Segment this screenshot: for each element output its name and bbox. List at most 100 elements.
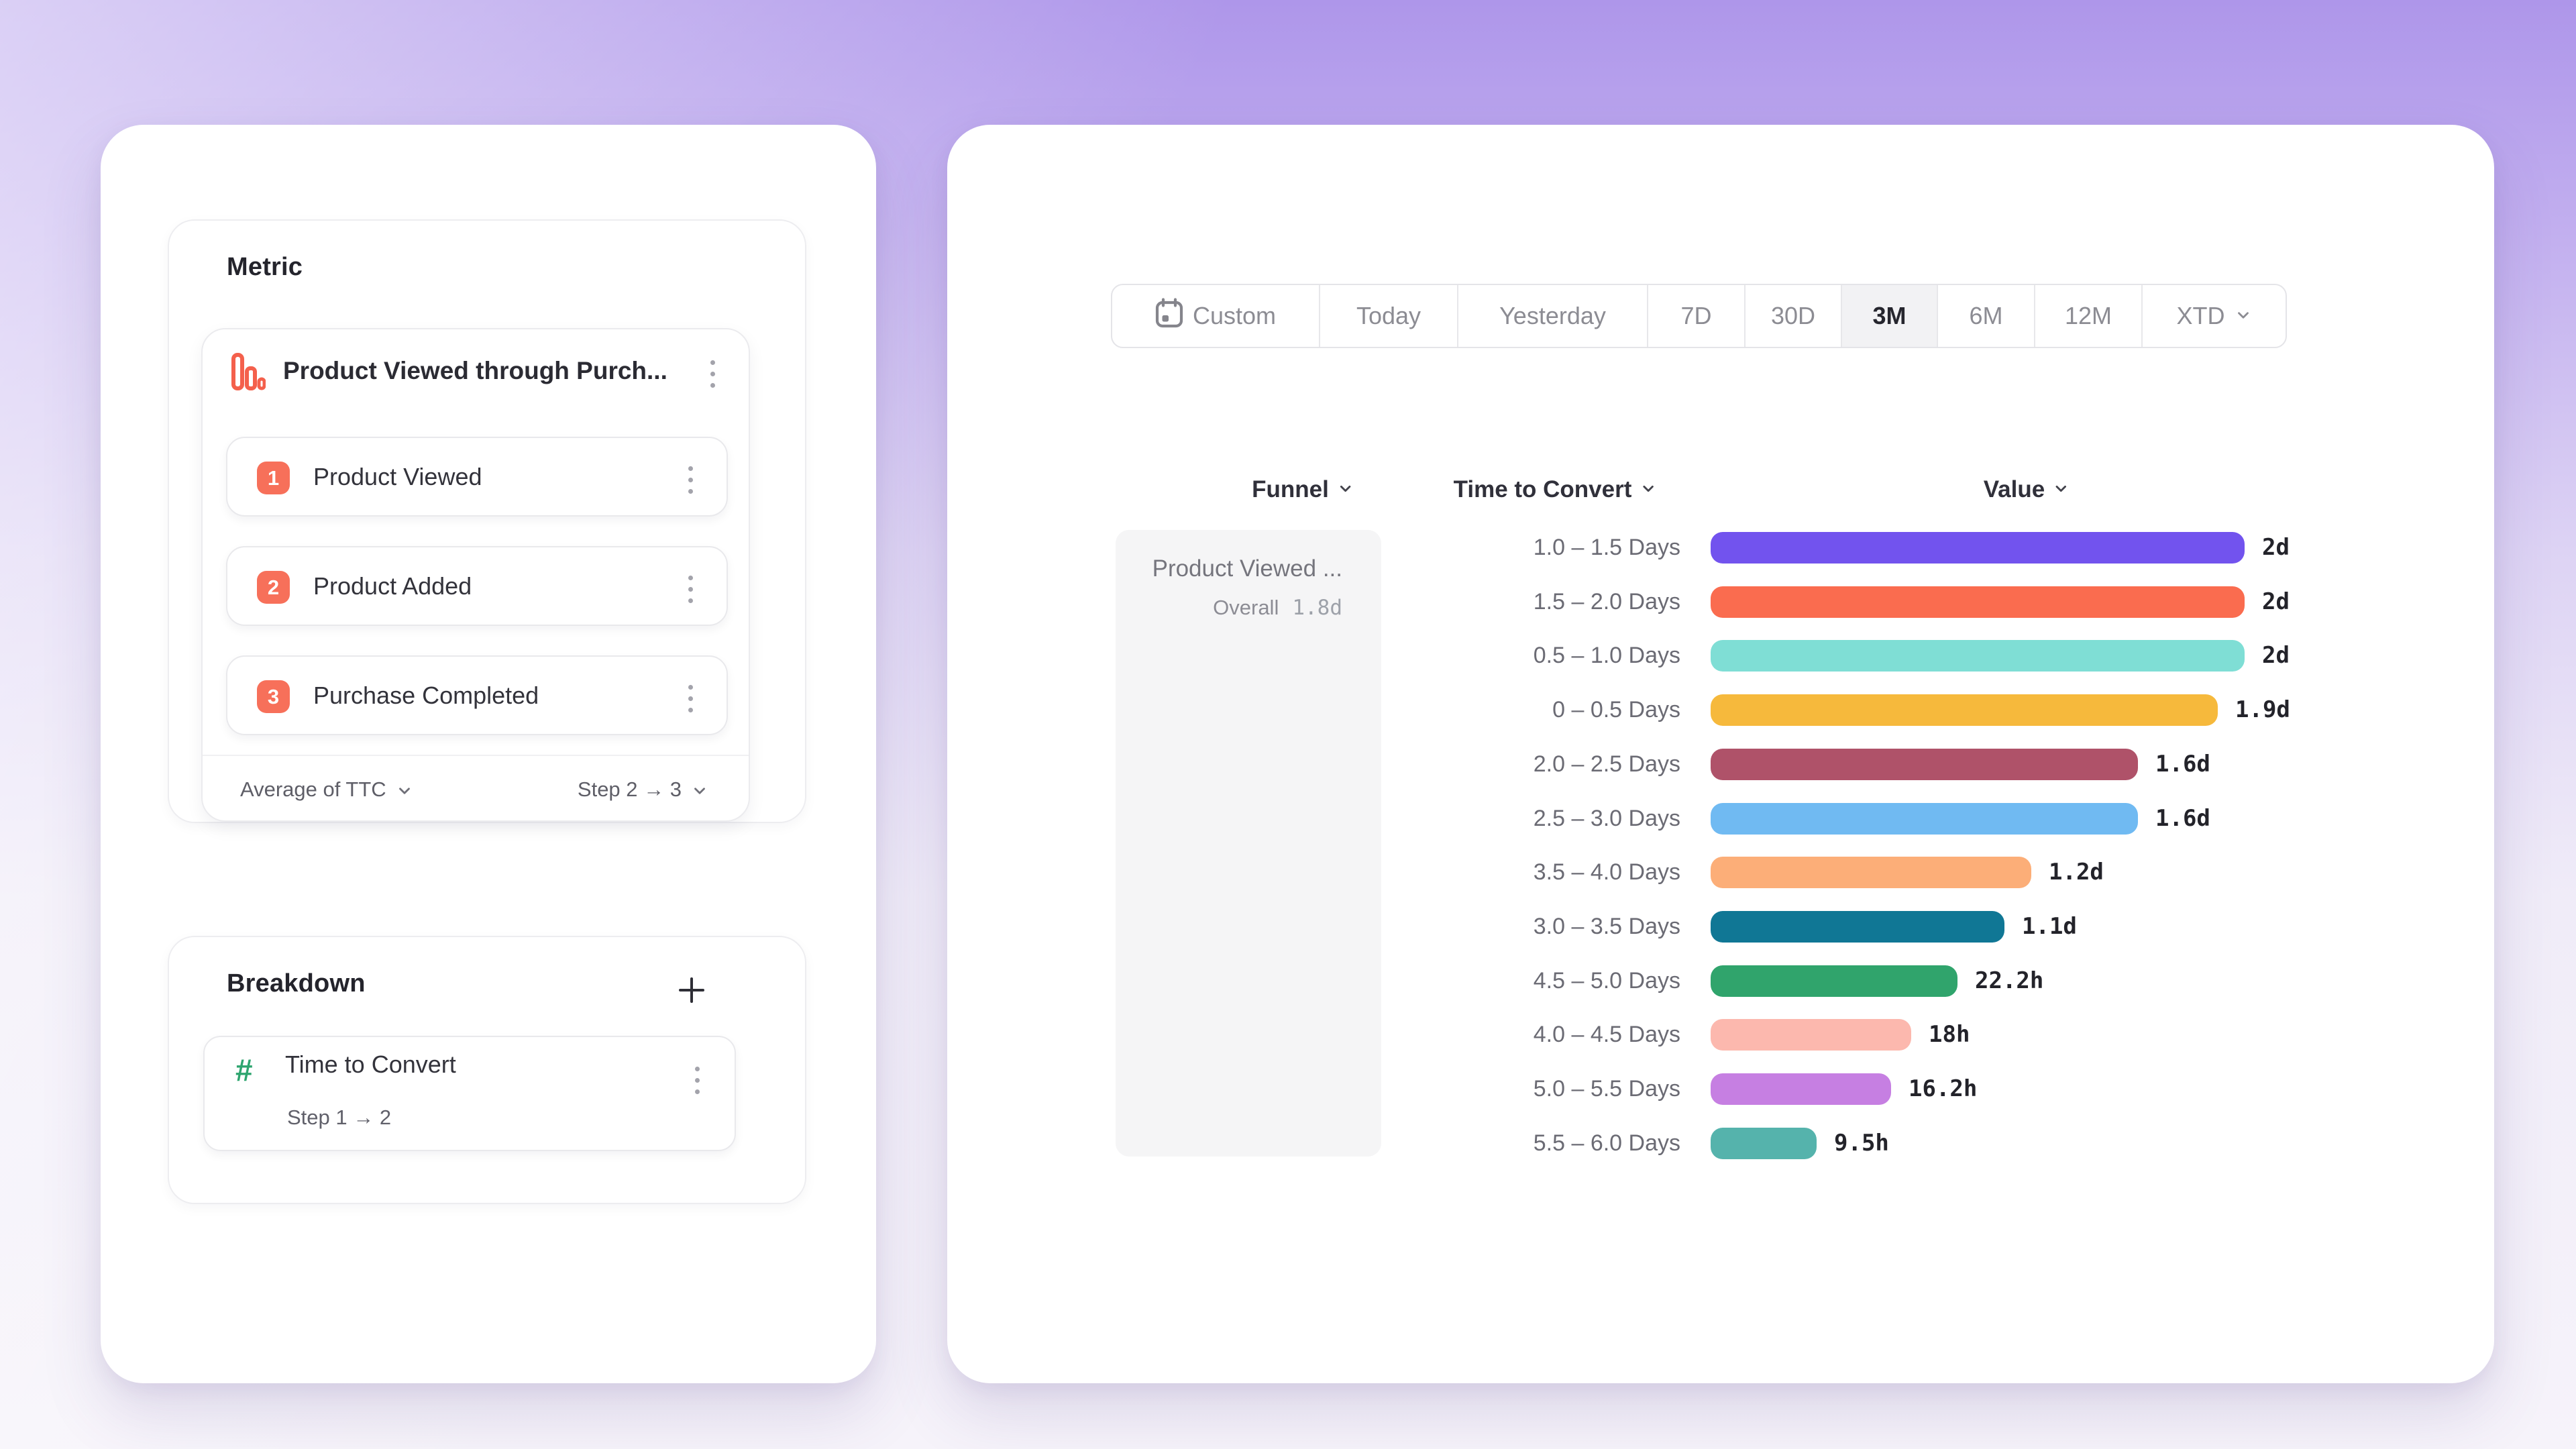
chart-row: 5.5 – 6.0 Days 9.5h <box>947 1116 2494 1171</box>
funnel-metric-card[interactable]: Product Viewed through Purch... 1 Product… <box>201 328 750 822</box>
value-bar[interactable] <box>1711 1073 1891 1105</box>
date-range-custom[interactable]: Custom <box>1112 285 1320 347</box>
value-bar[interactable] <box>1711 586 2245 618</box>
funnel-metric-name: Product Viewed through Purch... <box>283 357 667 384</box>
date-range-3m[interactable]: 3M <box>1842 285 1938 347</box>
value-bar[interactable] <box>1711 1127 1817 1159</box>
bucket-label: 2.5 – 3.0 Days <box>1533 805 1680 831</box>
kebab-menu-icon[interactable] <box>682 678 700 719</box>
chart-row: 3.0 – 3.5 Days 1.1d <box>947 900 2494 954</box>
date-range-label: XTD <box>2176 302 2225 329</box>
date-range-label: 7D <box>1680 302 1712 329</box>
value-bar[interactable] <box>1711 1019 1911 1051</box>
overall-value: 1.8d <box>1292 596 1342 620</box>
bucket-label: 1.0 – 1.5 Days <box>1533 535 1680 560</box>
date-range-label: 12M <box>2064 302 2112 329</box>
calendar-icon <box>1155 297 1183 335</box>
value-bar[interactable] <box>1711 694 2218 727</box>
step-label: Product Viewed <box>313 463 482 490</box>
chart-row: 5.0 – 5.5 Days 16.2h <box>947 1062 2494 1116</box>
value-bar[interactable] <box>1711 857 2031 889</box>
chart-row: 1.0 – 1.5 Days 2d <box>947 521 2494 575</box>
date-range-today[interactable]: Today <box>1320 285 1458 347</box>
date-range-yesterday[interactable]: Yesterday <box>1458 285 1648 347</box>
breakdown-item-steps: Step 1 → 2 <box>287 1106 392 1129</box>
value-label: 2d <box>2262 642 2290 669</box>
metric-section: Metric Product Viewed through Purch... 1… <box>168 219 806 823</box>
step-label: Purchase Completed <box>313 682 539 709</box>
bucket-label: 0.5 – 1.0 Days <box>1533 643 1680 669</box>
measure-dropdown[interactable]: Average of TTC <box>240 756 413 820</box>
breakdown-item[interactable]: # Time to Convert Step 1 → 2 <box>203 1036 736 1151</box>
value-label: 2d <box>2262 534 2290 561</box>
kebab-menu-icon[interactable] <box>682 569 700 610</box>
value-label: 1.2d <box>2049 859 2104 886</box>
chevron-down-icon <box>1640 476 1656 503</box>
step-label: Product Added <box>313 572 472 600</box>
value-bar[interactable] <box>1711 965 1957 997</box>
value-label: 18h <box>1929 1021 1970 1049</box>
date-range-12m[interactable]: 12M <box>2035 285 2143 347</box>
date-range-picker: Custom Today Yesterday 7D 30D 3M 6M 12M XTD <box>1111 284 2287 348</box>
kebab-menu-icon[interactable] <box>704 354 722 394</box>
funnel-step[interactable]: 3 Purchase Completed <box>226 655 728 735</box>
measure-dropdown-label: Average of TTC <box>240 777 386 801</box>
chart-row: 3.5 – 4.0 Days 1.2d <box>947 845 2494 900</box>
breakdown-section-title: Breakdown <box>227 969 366 998</box>
funnel-group-cell[interactable]: Product Viewed ... Overall 1.8d <box>1116 530 1381 1157</box>
chart-row: 0 – 0.5 Days 1.9d <box>947 683 2494 737</box>
date-range-7d[interactable]: 7D <box>1648 285 1746 347</box>
value-label: 1.1d <box>2022 912 2077 940</box>
date-range-label: Yesterday <box>1499 302 1606 329</box>
chart-row: 1.5 – 2.0 Days 2d <box>947 575 2494 629</box>
value-label: 1.9d <box>2235 696 2290 724</box>
bucket-label: 4.5 – 5.0 Days <box>1533 967 1680 994</box>
bucket-label: 5.0 – 5.5 Days <box>1533 1076 1680 1102</box>
funnel-metric-footer: Average of TTC Step 2 → 3 <box>203 755 749 820</box>
metric-section-title: Metric <box>227 253 303 281</box>
column-header-label: Value <box>1983 476 2045 502</box>
bucket-label: 1.5 – 2.0 Days <box>1533 588 1680 614</box>
value-bar[interactable] <box>1711 532 2245 564</box>
date-range-label: 30D <box>1770 302 1816 329</box>
query-builder-panel: Metric Product Viewed through Purch... 1… <box>101 125 876 1383</box>
chevron-down-icon <box>2235 302 2252 330</box>
value-label: 9.5h <box>1834 1129 1889 1157</box>
value-label: 22.2h <box>1975 967 2044 994</box>
column-header-time-to-convert[interactable]: Time to Convert <box>1454 468 1657 511</box>
breakdown-item-label: Time to Convert <box>285 1051 456 1078</box>
date-range-label: 6M <box>1969 302 2003 329</box>
chevron-down-icon <box>2053 476 2070 503</box>
bucket-label: 4.0 – 4.5 Days <box>1533 1022 1680 1048</box>
report-panel: Custom Today Yesterday 7D 30D 3M 6M 12M XTD Funn… <box>947 125 2494 1383</box>
add-breakdown-button[interactable] <box>676 975 707 1006</box>
value-bar[interactable] <box>1711 910 2004 943</box>
step-number-badge: 3 <box>257 680 290 713</box>
hash-icon: # <box>235 1053 253 1087</box>
column-header-label: Funnel <box>1252 476 1329 502</box>
funnel-group-name: Product Viewed ... <box>1152 555 1342 582</box>
date-range-label: 3M <box>1872 302 1907 329</box>
value-bar[interactable] <box>1711 748 2138 780</box>
value-label: 1.6d <box>2155 750 2210 777</box>
chart-row: 2.5 – 3.0 Days 1.6d <box>947 792 2494 846</box>
value-bar[interactable] <box>1711 802 2138 835</box>
value-bar[interactable] <box>1711 640 2245 672</box>
bucket-label: 2.0 – 2.5 Days <box>1533 751 1680 777</box>
funnel-metric-header: Product Viewed through Purch... <box>203 329 749 417</box>
funnel-step[interactable]: 1 Product Viewed <box>226 437 728 517</box>
kebab-menu-icon[interactable] <box>682 460 700 500</box>
date-range-xtd[interactable]: XTD <box>2143 285 2286 347</box>
column-header-value[interactable]: Value <box>1984 468 2070 511</box>
step-number-badge: 2 <box>257 571 290 604</box>
step-range-dropdown[interactable]: Step 2 → 3 <box>578 756 708 820</box>
column-header-funnel[interactable]: Funnel <box>1252 468 1354 511</box>
date-range-label: Custom <box>1192 302 1277 329</box>
kebab-menu-icon[interactable] <box>688 1060 706 1101</box>
date-range-30d[interactable]: 30D <box>1746 285 1842 347</box>
date-range-6m[interactable]: 6M <box>1938 285 2035 347</box>
step-number-badge: 1 <box>257 462 290 494</box>
bar-chart-icon <box>231 352 266 394</box>
value-label: 1.6d <box>2155 804 2210 832</box>
funnel-step[interactable]: 2 Product Added <box>226 546 728 626</box>
